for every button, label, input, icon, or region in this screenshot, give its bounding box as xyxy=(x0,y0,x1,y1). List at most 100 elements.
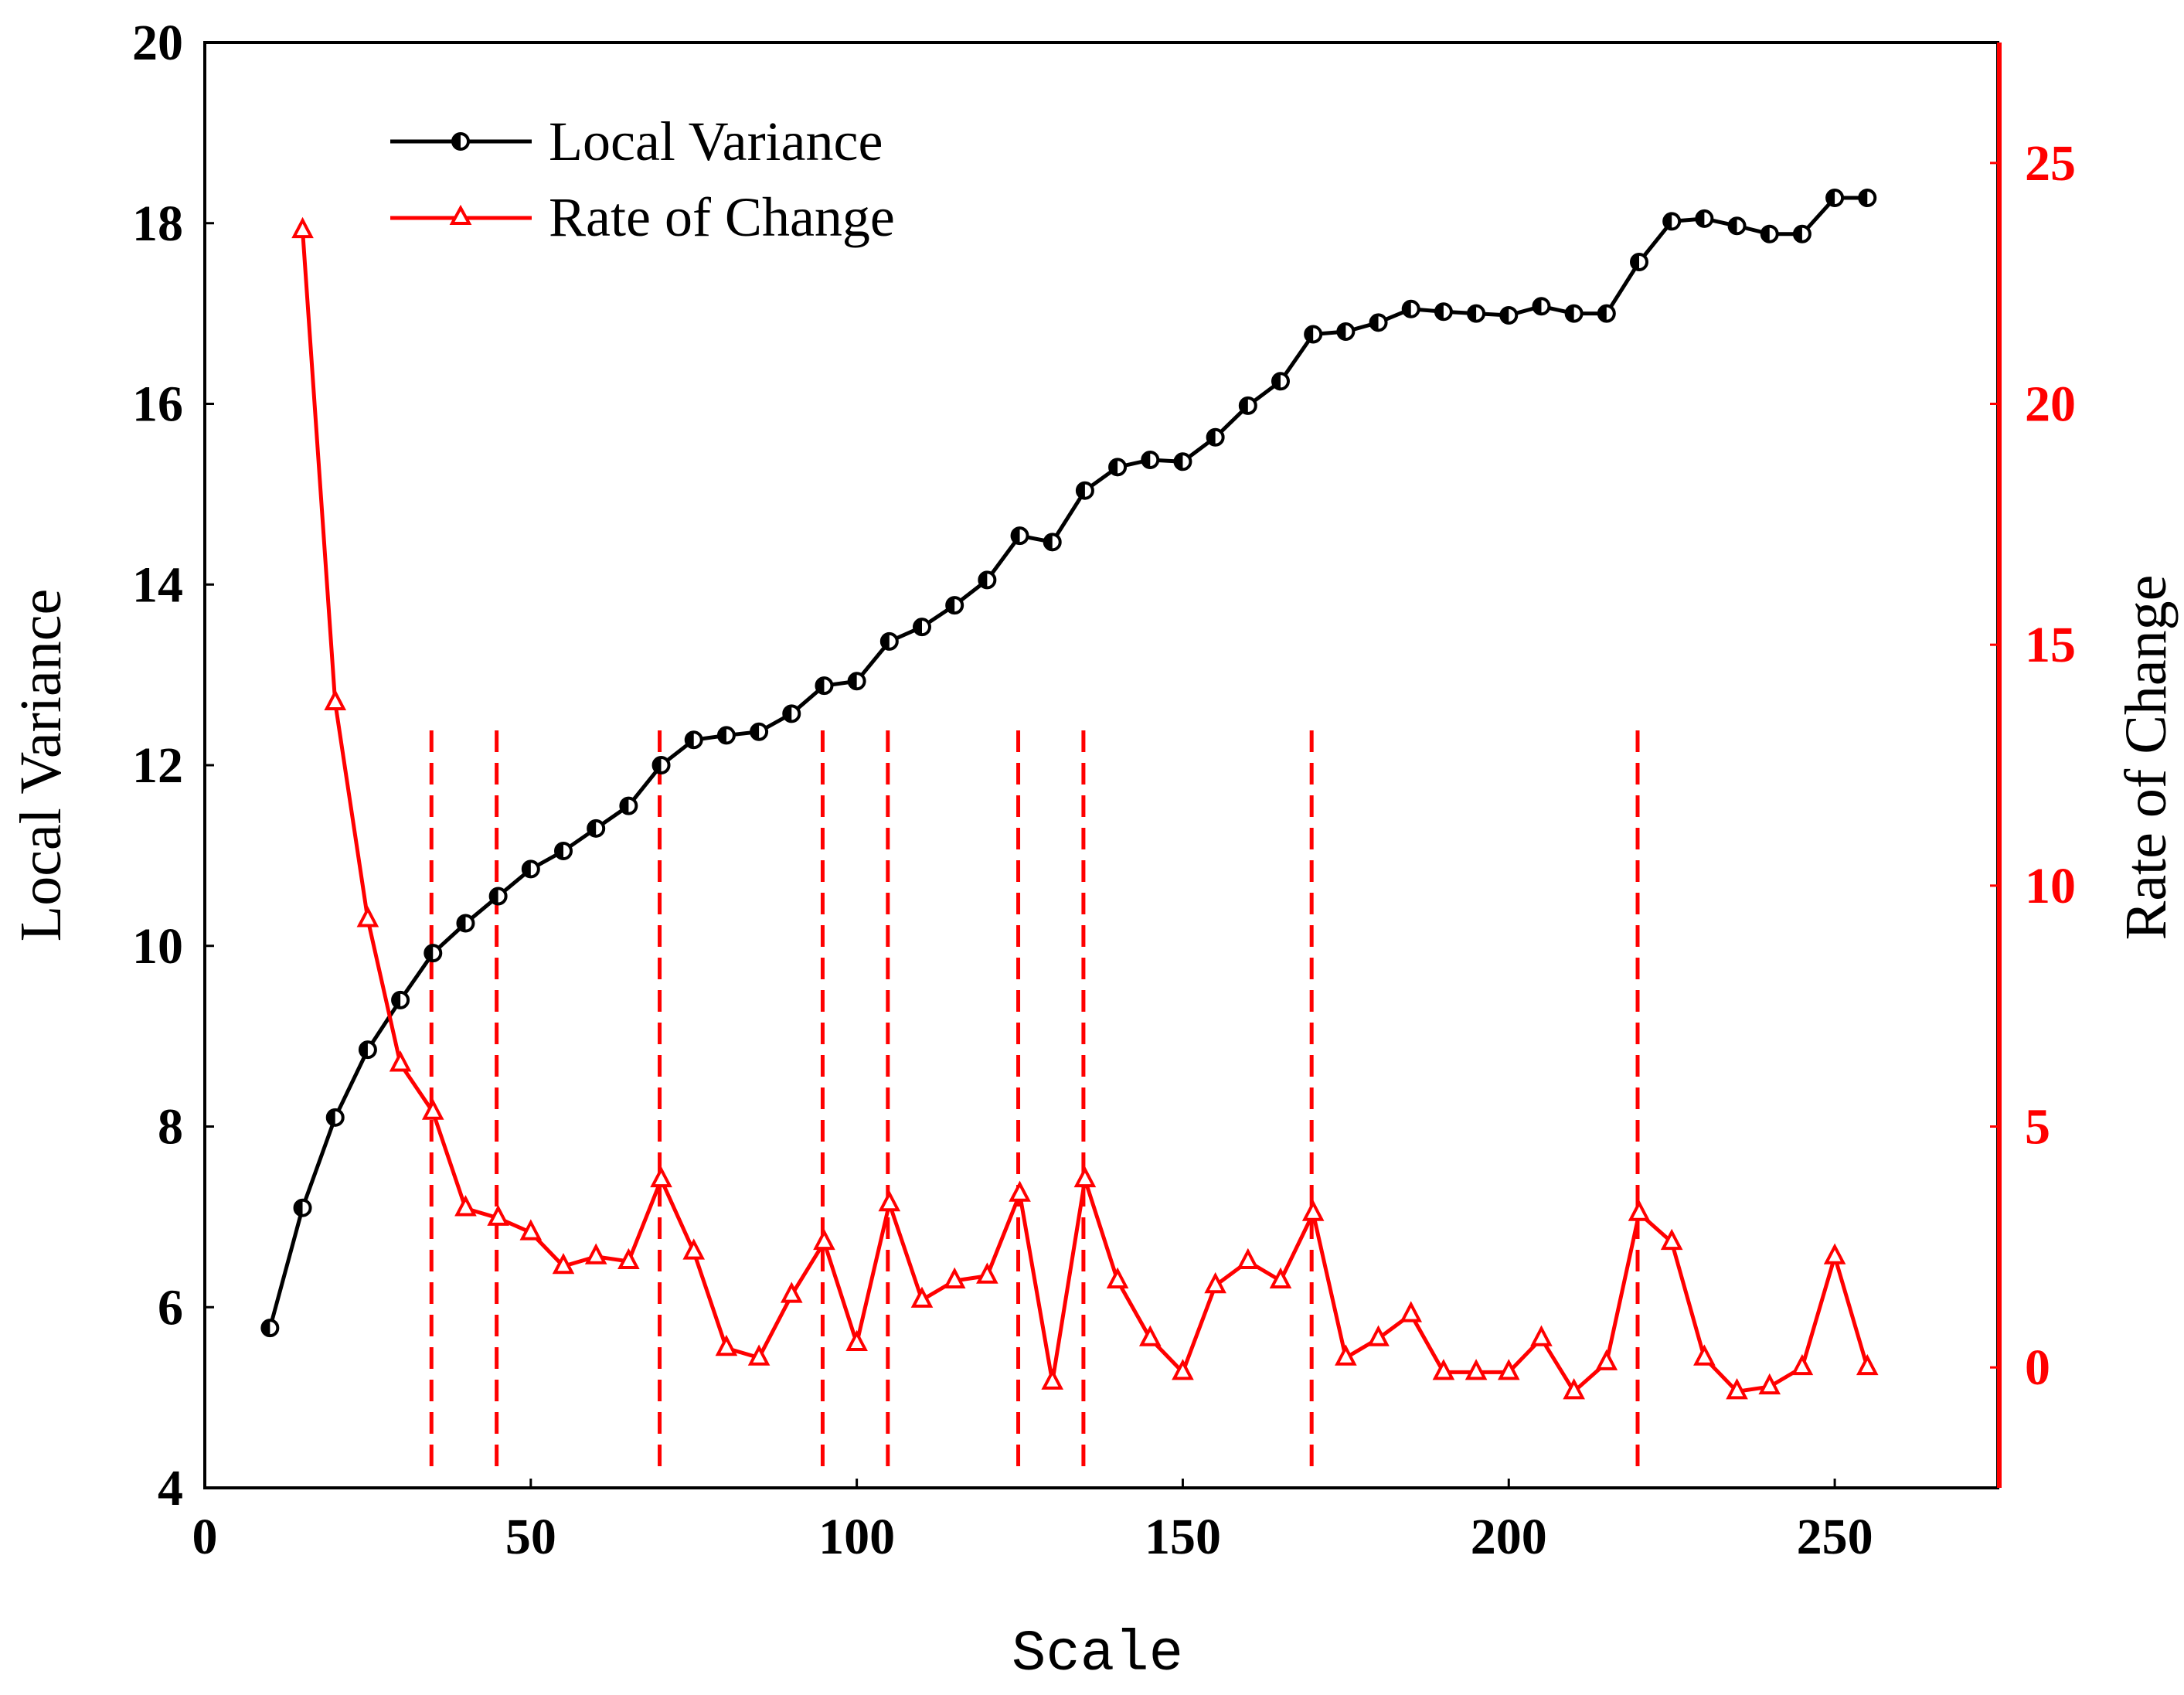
data-point-fill-local-variance xyxy=(1240,397,1248,414)
left-axis-ticks: 4 6 8 10 12 14 16 18 20 xyxy=(132,15,214,1516)
data-point-fill-local-variance xyxy=(1077,482,1085,499)
data-point-fill-local-variance xyxy=(1598,305,1607,322)
data-point-rate-of-change xyxy=(1269,1267,1292,1288)
data-point-rate-of-change xyxy=(617,1247,640,1270)
data-point-fill-local-variance xyxy=(1403,301,1411,317)
data-point-rate-of-change xyxy=(1758,1373,1781,1395)
left-tick-label: 12 xyxy=(132,737,183,794)
data-point-rate-of-change xyxy=(1400,1301,1423,1322)
legend-marker-local-variance-fill xyxy=(453,134,461,149)
y-axis-label-left: Local Variance xyxy=(9,589,73,941)
data-point-fill-local-variance xyxy=(685,732,694,748)
data-point-fill-local-variance xyxy=(294,1200,303,1216)
right-axis-ticks: 0 5 10 15 20 25 xyxy=(1990,135,2076,1396)
data-point-fill-local-variance xyxy=(979,572,988,588)
data-point-rate-of-change xyxy=(682,1238,706,1260)
data-point-fill-local-variance xyxy=(1305,326,1314,342)
data-point-fill-local-variance xyxy=(1110,459,1118,475)
data-point-rate-of-change xyxy=(1335,1344,1357,1366)
series-line-local-variance xyxy=(267,196,1868,1329)
data-point-rate-of-change xyxy=(1823,1243,1846,1264)
data-point-fill-local-variance xyxy=(1044,534,1053,550)
data-point-rate-of-change xyxy=(1009,1180,1031,1202)
data-point-fill-local-variance xyxy=(1435,304,1444,320)
data-point-fill-local-variance xyxy=(1631,254,1639,271)
data-point-fill-local-variance xyxy=(784,706,792,722)
data-point-rate-of-change xyxy=(1595,1349,1618,1370)
data-point-rate-of-change xyxy=(421,1098,444,1120)
data-point-fill-local-variance xyxy=(1273,373,1281,390)
data-point-fill-local-variance xyxy=(1338,324,1346,339)
legend-label-rate-of-change: Rate of Change xyxy=(549,186,895,248)
data-point-fill-local-variance xyxy=(522,861,531,877)
data-point-rate-of-change xyxy=(747,1344,771,1366)
data-point-rate-of-change xyxy=(845,1329,868,1351)
data-point-rate-of-change xyxy=(1041,1368,1064,1390)
data-point-fill-local-variance xyxy=(1142,451,1151,468)
left-tick-label: 10 xyxy=(132,918,183,975)
data-point-rate-of-change xyxy=(1367,1325,1390,1346)
data-point-fill-local-variance xyxy=(1729,218,1737,234)
data-point-fill-local-variance xyxy=(1696,210,1705,226)
bottom-tick-label: 250 xyxy=(1797,1509,1873,1565)
data-point-rate-of-change xyxy=(780,1281,803,1303)
data-point-fill-local-variance xyxy=(393,992,401,1008)
vertical-markers xyxy=(429,730,1640,1476)
data-point-rate-of-change xyxy=(1073,1166,1097,1188)
data-point-fill-local-variance xyxy=(1827,190,1835,206)
data-point-fill-local-variance xyxy=(653,757,662,773)
data-point-fill-local-variance xyxy=(751,723,760,740)
data-point-fill-local-variance xyxy=(1566,305,1574,322)
data-point-rate-of-change xyxy=(1693,1344,1716,1366)
data-point-rate-of-change xyxy=(552,1252,575,1275)
left-tick-label: 6 xyxy=(158,1279,183,1336)
data-point-fill-local-variance xyxy=(490,888,498,904)
data-point-rate-of-change xyxy=(878,1190,901,1212)
data-point-fill-local-variance xyxy=(816,678,825,694)
data-point-rate-of-change xyxy=(943,1267,966,1288)
data-point-rate-of-change xyxy=(1726,1378,1748,1400)
data-point-fill-local-variance xyxy=(1175,454,1183,470)
data-point-fill-local-variance xyxy=(1468,305,1477,322)
legend: Local Variance Rate of Change xyxy=(390,111,895,248)
data-point-rate-of-change xyxy=(1138,1325,1162,1346)
data-point-rate-of-change xyxy=(519,1219,543,1241)
data-point-rate-of-change xyxy=(1791,1353,1814,1376)
bottom-tick-label: 150 xyxy=(1145,1509,1221,1565)
data-point-rate-of-change xyxy=(487,1204,509,1226)
data-point-fill-local-variance xyxy=(947,597,955,614)
right-tick-label: 10 xyxy=(2025,858,2076,914)
right-tick-label: 0 xyxy=(2025,1339,2050,1396)
data-point-fill-local-variance xyxy=(359,1042,368,1058)
left-tick-label: 8 xyxy=(158,1099,183,1156)
data-point-rate-of-change xyxy=(1660,1228,1683,1251)
data-point-fill-local-variance xyxy=(849,673,857,689)
data-point-fill-local-variance xyxy=(1859,190,1868,206)
right-tick-label: 5 xyxy=(2025,1099,2050,1156)
data-point-rate-of-change xyxy=(356,906,379,927)
data-point-rate-of-change xyxy=(813,1228,835,1251)
data-point-rate-of-change xyxy=(1465,1359,1488,1380)
data-point-fill-local-variance xyxy=(327,1109,335,1125)
data-point-fill-local-variance xyxy=(425,945,434,962)
left-tick-label: 14 xyxy=(132,556,183,613)
y-axis-label-right: Rate of Change xyxy=(2114,575,2179,941)
data-point-rate-of-change xyxy=(976,1262,998,1284)
data-point-rate-of-change xyxy=(1530,1325,1553,1346)
data-point-rate-of-change xyxy=(291,216,314,239)
bottom-axis-ticks: 0 50 100 150 200 250 xyxy=(192,1479,1873,1565)
data-point-rate-of-change xyxy=(1432,1359,1455,1380)
data-point-rate-of-change xyxy=(389,1050,412,1072)
data-point-fill-local-variance xyxy=(1794,226,1802,242)
bottom-tick-label: 50 xyxy=(505,1509,556,1565)
plot-frame xyxy=(203,41,1999,1489)
data-point-rate-of-change xyxy=(650,1166,672,1188)
x-axis-label: Scale xyxy=(1012,1622,1183,1687)
data-point-rate-of-change xyxy=(324,689,347,710)
data-point-rate-of-change xyxy=(1856,1353,1879,1376)
data-point-fill-local-variance xyxy=(1761,226,1770,242)
data-point-rate-of-change xyxy=(454,1195,477,1217)
data-point-fill-local-variance xyxy=(1664,213,1672,230)
data-point-rate-of-change xyxy=(1106,1267,1129,1288)
